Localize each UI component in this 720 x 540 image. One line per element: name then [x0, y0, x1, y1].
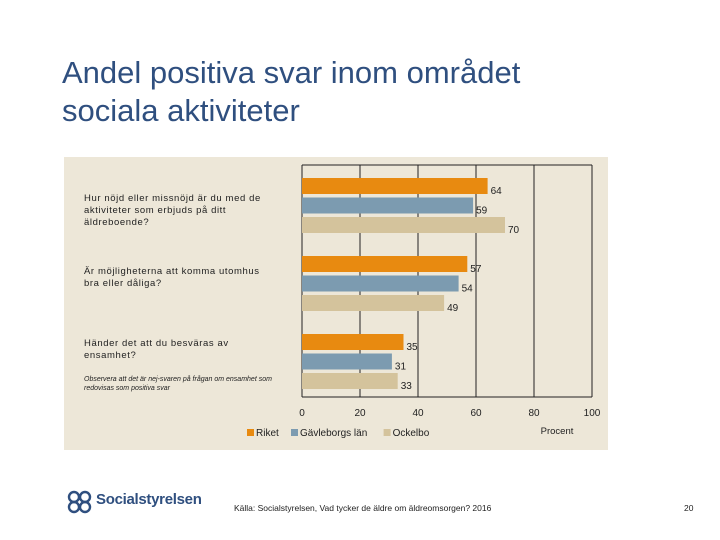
page-title: Andel positiva svar inom området sociala…: [62, 54, 682, 130]
x-tick-label: 60: [470, 408, 482, 419]
data-label: 70: [508, 225, 520, 236]
logo-emblem-icon: [67, 490, 92, 514]
bar: [302, 197, 474, 214]
data-label: 64: [491, 186, 503, 197]
x-tick-label: 40: [412, 408, 424, 419]
bar: [302, 295, 445, 311]
legend-swatch: [383, 429, 391, 436]
data-label: 49: [447, 303, 459, 314]
bar: [302, 353, 392, 370]
x-tick-label: 20: [354, 408, 366, 419]
data-label: 35: [407, 342, 419, 353]
legend-swatch: [291, 429, 298, 436]
bar: [302, 256, 468, 272]
data-label: 33: [401, 381, 413, 392]
data-label: 54: [462, 284, 474, 295]
page-number: 20: [684, 503, 694, 513]
legend-label: Gävleborgs län: [300, 428, 367, 439]
logo-text: Socialstyrelsen: [96, 491, 202, 508]
bar: [302, 334, 404, 350]
socialstyrelsen-logo: Socialstyrelsen: [66, 489, 202, 515]
bar: [302, 178, 488, 194]
bar: [302, 217, 505, 233]
data-label: 57: [470, 264, 482, 275]
category-label: Hur nöjd eller missnöjd är du med de akt…: [84, 193, 261, 228]
legend-label: Riket: [256, 428, 279, 439]
title-line-1: Andel positiva svar inom området: [62, 55, 521, 90]
x-axis-label: Procent: [541, 426, 574, 437]
category-label: Är möjligheterna att komma utomhus bra e…: [84, 266, 260, 289]
x-tick-label: 100: [584, 408, 601, 419]
x-tick-label: 80: [528, 408, 540, 419]
x-tick-label: 0: [299, 408, 305, 419]
bar: [302, 275, 459, 292]
bar: [302, 373, 398, 389]
source-text: Källa: Socialstyrelsen, Vad tycker de äl…: [234, 503, 492, 513]
legend-label: Ockelbo: [393, 428, 430, 439]
title-line-2: sociala aktiviteter: [62, 93, 300, 128]
chart-note: Observera att det är nej-svaren på fråga…: [84, 376, 272, 392]
data-label: 59: [476, 206, 488, 217]
data-label: 31: [395, 362, 407, 373]
legend-swatch: [247, 429, 254, 436]
category-label: Händer det att du besväras av ensamhet?: [84, 338, 229, 361]
